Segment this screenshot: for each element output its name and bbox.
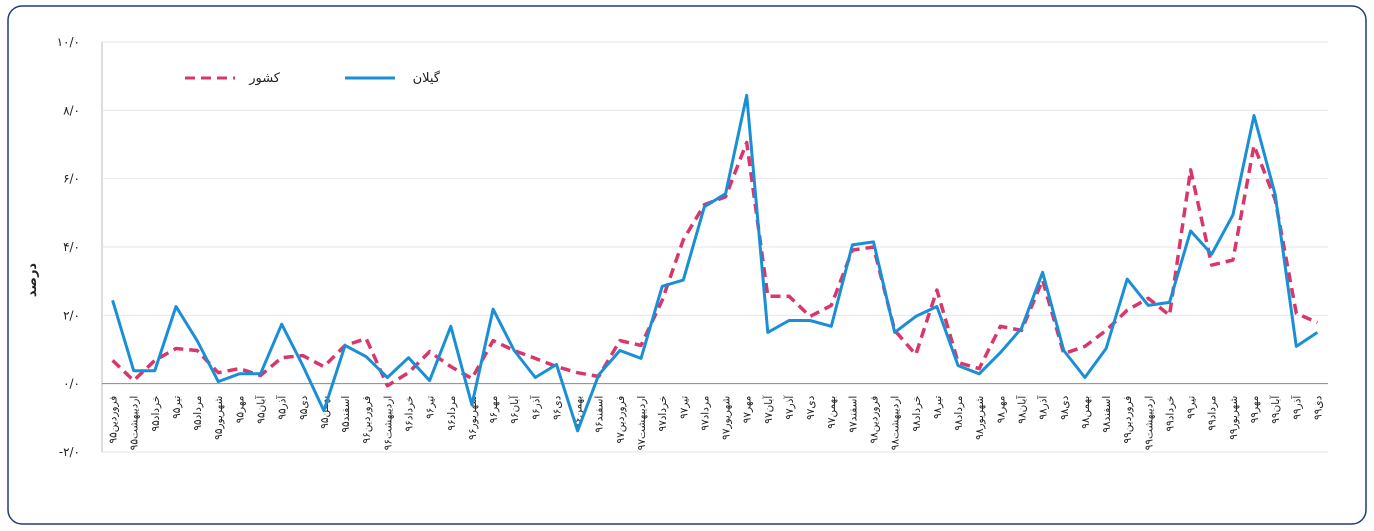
x-tick-label: شهریور۹۷: [721, 396, 733, 440]
x-tick-label: تیر۹۶: [425, 396, 437, 419]
x-tick-label: دی۹۵: [298, 395, 310, 419]
x-tick-label: تیر۹۹: [1186, 396, 1198, 419]
x-tick-label: تیر۹۸: [932, 396, 944, 419]
x-tick-label: دی۹۸: [1059, 395, 1071, 419]
x-tick-label: آبان۹۹: [1269, 395, 1282, 424]
x-tick-label: شهریور۹۹: [1228, 396, 1240, 440]
x-tick-label: فروردین۹۹: [1122, 396, 1134, 444]
x-tick-label: اردیبهشت۹۶: [382, 396, 394, 451]
x-tick-label: اردیبهشت۹۹: [1143, 396, 1155, 451]
x-tick-label: دی۹۷: [805, 395, 817, 419]
x-tick-label: آبان۹۶: [508, 395, 521, 424]
x-tick-label: اسفند۹۵: [340, 396, 352, 433]
x-tick-label: شهریور۹۸: [974, 396, 986, 440]
y-tick-label: ۲/۰: [63, 308, 80, 322]
x-tick-label: مرداد۹۸: [953, 396, 965, 431]
x-tick-label: مرداد۹۵: [192, 396, 204, 431]
y-tick-label: ۰/۰: [63, 377, 80, 391]
x-tick-label: دی۹۹: [1312, 395, 1324, 419]
x-tick-label: اردیبهشت۹۷: [636, 396, 648, 451]
x-tick-label: فروردین۹۷: [615, 396, 627, 444]
x-tick-label: بهمن۹۸: [1080, 396, 1092, 429]
x-tick-label: فروردین۹۸: [869, 396, 881, 444]
x-tick-label: شهریور۹۶: [467, 396, 479, 440]
x-tick-label: تیر۹۷: [678, 396, 690, 419]
y-axis-label: درصد: [25, 263, 40, 298]
x-tick-label: آذر۹۸: [1037, 395, 1050, 420]
y-tick-label: ۴/۰: [63, 240, 80, 254]
x-tick-label: شهریور۹۵: [213, 396, 225, 440]
x-tick-label: آذر۹۵: [276, 395, 289, 420]
x-tick-label: آذر۹۶: [529, 395, 542, 420]
x-tick-label: فروردین۹۵: [108, 396, 120, 444]
x-tick-label: مرداد۹۹: [1207, 396, 1219, 431]
x-tick-label: آذر۹۹: [1290, 395, 1303, 420]
x-tick-label: مهر۹۶: [488, 396, 500, 424]
x-tick-label: خرداد۹۶: [404, 396, 416, 432]
legend-label: کشور: [248, 71, 281, 86]
x-tick-label: اردیبهشت۹۵: [129, 396, 141, 451]
x-tick-label: مرداد۹۶: [446, 396, 458, 431]
y-tick-label: ۶/۰: [63, 172, 80, 186]
x-tick-label: آذر۹۷: [783, 395, 796, 420]
legend-label: گیلان: [413, 70, 441, 86]
x-tick-label: خرداد۹۸: [911, 396, 923, 432]
x-tick-label: آبان۹۷: [762, 395, 775, 424]
x-tick-label: بهمن۹۷: [826, 396, 838, 429]
y-tick-label: ۱۰/۰: [57, 35, 80, 49]
x-tick-label: مرداد۹۷: [699, 396, 711, 431]
x-tick-label: اسفند۹۷: [847, 396, 859, 433]
series-line: [111, 93, 1319, 433]
x-tick-label: فروردین۹۶: [361, 396, 373, 444]
x-tick-label: خرداد۹۷: [657, 396, 669, 432]
x-tick-label: مهر۹۸: [995, 396, 1007, 424]
x-tick-label: اسفند۹۸: [1101, 396, 1113, 433]
x-tick-label: خرداد۹۹: [1164, 396, 1176, 432]
x-tick-label: دی۹۶: [551, 395, 563, 419]
x-tick-label: مهر۹۵: [234, 396, 246, 424]
x-tick-label: اردیبهشت۹۸: [890, 396, 902, 451]
x-tick-label: آبان۹۸: [1016, 395, 1029, 424]
y-tick-label: -۲/۰: [59, 445, 80, 459]
x-tick-label: خرداد۹۵: [150, 396, 162, 432]
x-tick-label: تیر۹۵: [171, 396, 183, 419]
y-tick-label: ۸/۰: [63, 103, 80, 117]
x-tick-label: اسفند۹۶: [594, 396, 606, 433]
x-tick-label: مهر۹۷: [742, 396, 754, 424]
x-tick-label: مهر۹۹: [1249, 396, 1261, 424]
x-tick-label: آبان۹۵: [255, 395, 268, 424]
